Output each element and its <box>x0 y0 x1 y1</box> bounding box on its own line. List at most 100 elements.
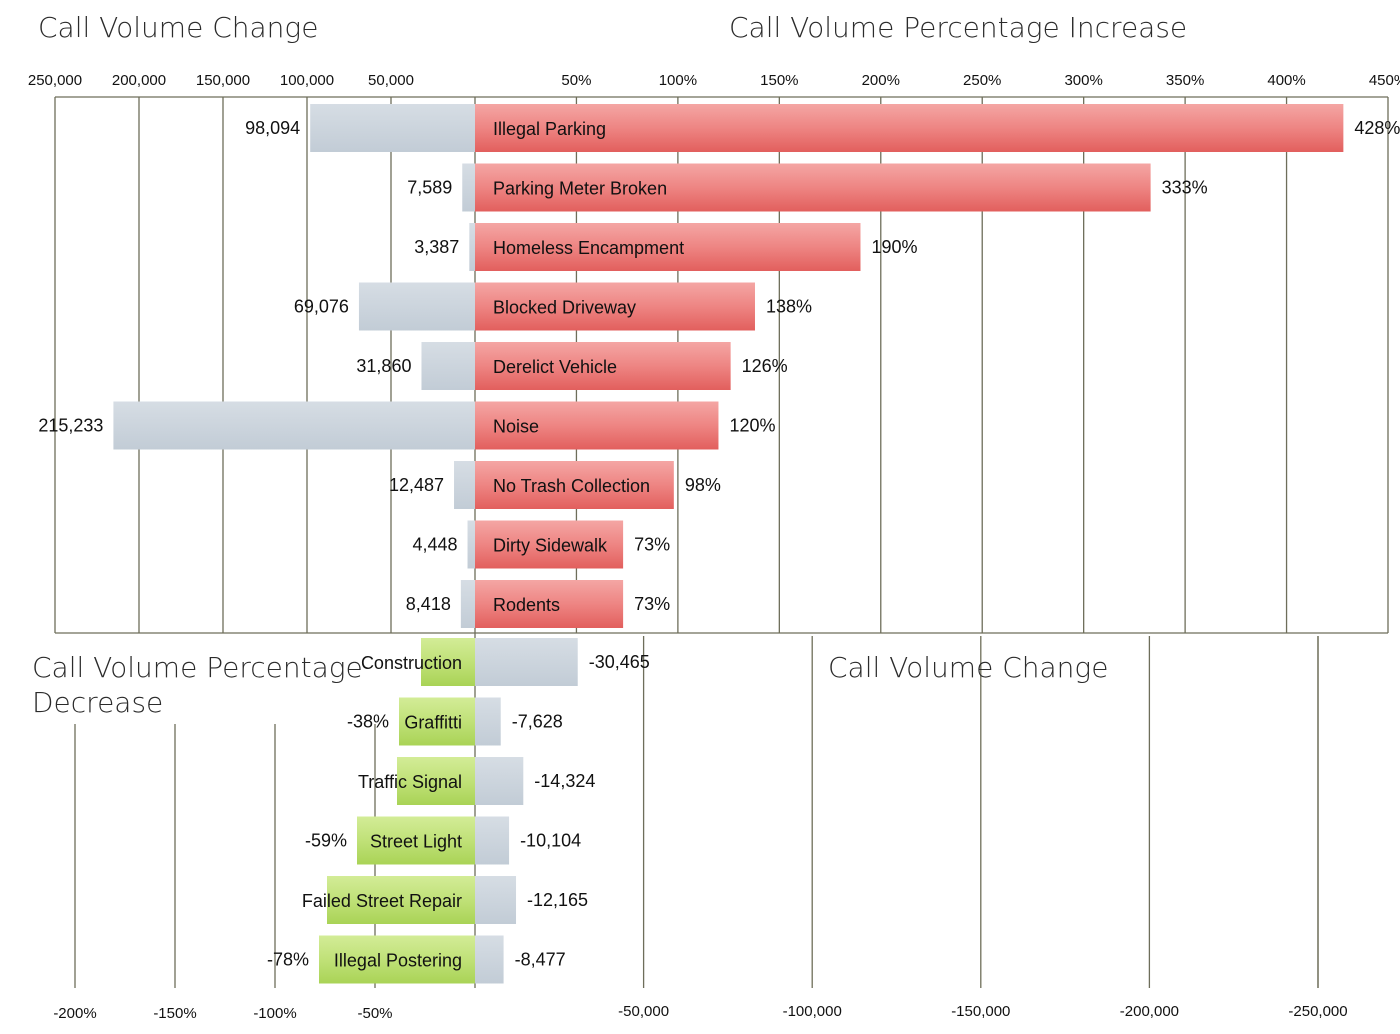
volume-label-bottom-construction: -30,465 <box>589 652 650 672</box>
volume-bar-bottom-traffic-signal <box>475 757 524 805</box>
increase-bar-rodents <box>475 580 624 628</box>
increase-bar-parking-meter-broken <box>475 163 1151 212</box>
volume-label-noise: 215,233 <box>38 416 103 436</box>
increase-label-illegal-parking: 428% <box>1354 118 1400 138</box>
volume-label-bottom-failed-street-repair: -12,165 <box>527 890 588 910</box>
tick-label: -100,000 <box>783 1003 842 1020</box>
tick-label: 150,000 <box>196 72 250 89</box>
volume-bar-rodents <box>460 580 475 628</box>
category-label-derelict-vehicle: Derelict Vehicle <box>493 357 617 377</box>
increase-bar-illegal-parking <box>475 104 1344 152</box>
volume-bar-bottom-street-light <box>475 816 510 865</box>
volume-bar-bottom-construction <box>475 638 578 686</box>
tick-label: 250% <box>963 72 1001 89</box>
volume-label-parking-meter-broken: 7,589 <box>407 178 452 198</box>
title-percentage-decrease-line2: Decrease <box>32 686 163 719</box>
category-label-homeless-encampment: Homeless Encampment <box>493 238 684 258</box>
volume-bar-bottom-failed-street-repair <box>475 876 517 924</box>
increase-bar-derelict-vehicle <box>475 342 731 390</box>
decrease-label-street-light: -59% <box>305 831 347 851</box>
tick-label: 400% <box>1267 72 1305 89</box>
decrease-bar-street-light <box>357 816 475 865</box>
decrease-bar-graffitti <box>399 697 475 746</box>
tick-label: -50% <box>357 1005 392 1022</box>
volume-label-bottom-street-light: -10,104 <box>520 831 581 851</box>
volume-label-dirty-sidewalk: 4,448 <box>412 535 457 555</box>
tick-label: 250,000 <box>28 72 82 89</box>
tick-label: 200,000 <box>112 72 166 89</box>
category-label-street-light: Street Light <box>370 832 462 852</box>
increase-bar-dirty-sidewalk <box>475 520 624 569</box>
volume-bar-bottom-illegal-postering <box>475 935 504 984</box>
decrease-bar-traffic-signal <box>397 757 475 805</box>
volume-label-derelict-vehicle: 31,860 <box>356 356 411 376</box>
volume-bar-derelict-vehicle <box>421 342 475 390</box>
tick-label: -200,000 <box>1120 1003 1179 1020</box>
volume-bar-dirty-sidewalk <box>467 520 475 569</box>
tick-label: 50% <box>561 72 591 89</box>
increase-label-rodents: 73% <box>634 594 670 614</box>
category-label-construction: Construction <box>361 653 462 673</box>
tick-label: 200% <box>862 72 900 89</box>
tick-label: -250,000 <box>1288 1003 1347 1020</box>
increase-label-noise: 120% <box>729 416 775 436</box>
volume-bar-blocked-driveway <box>358 282 475 331</box>
decrease-bar-construction <box>421 638 475 686</box>
decrease-label-graffitti: -38% <box>347 712 389 732</box>
category-label-dirty-sidewalk: Dirty Sidewalk <box>493 536 608 556</box>
increase-bar-blocked-driveway <box>475 282 755 331</box>
increase-label-derelict-vehicle: 126% <box>742 356 788 376</box>
volume-bar-parking-meter-broken <box>462 163 475 212</box>
volume-label-bottom-illegal-postering: -8,477 <box>515 950 566 970</box>
increase-label-parking-meter-broken: 333% <box>1162 178 1208 198</box>
category-label-parking-meter-broken: Parking Meter Broken <box>493 179 667 199</box>
category-label-noise: Noise <box>493 417 539 437</box>
tick-label: 150% <box>760 72 798 89</box>
category-label-no-trash-collection: No Trash Collection <box>493 476 650 496</box>
title-percentage-increase: Call Volume Percentage Increase <box>729 11 1187 44</box>
bars <box>113 104 1344 984</box>
title-percentage-decrease-line1: Call Volume Percentage <box>32 651 363 684</box>
title-volume-change-bottom: Call Volume Change <box>828 651 1108 684</box>
increase-bar-noise <box>475 401 719 450</box>
labels: 250,000 200,000 150,000 100,000 50,000 50% 100… <box>28 72 1400 1022</box>
tick-label: -150% <box>153 1005 196 1022</box>
tick-label: 300% <box>1064 72 1102 89</box>
tick-label: 50,000 <box>368 72 414 89</box>
volume-label-rodents: 8,418 <box>406 594 451 614</box>
volume-bar-no-trash-collection <box>454 461 475 509</box>
decrease-label-illegal-postering: -78% <box>267 950 309 970</box>
tick-label: 100% <box>659 72 697 89</box>
volume-bar-illegal-parking <box>310 104 475 152</box>
tick-label: -150,000 <box>951 1003 1010 1020</box>
increase-label-no-trash-collection: 98% <box>685 475 721 495</box>
volume-label-no-trash-collection: 12,487 <box>389 475 444 495</box>
tick-label: 350% <box>1166 72 1204 89</box>
category-label-traffic-signal: Traffic Signal <box>358 772 462 792</box>
volume-label-homeless-encampment: 3,387 <box>414 237 459 257</box>
category-label-rodents: Rodents <box>493 595 560 615</box>
category-label-blocked-driveway: Blocked Driveway <box>493 298 636 318</box>
category-label-illegal-parking: Illegal Parking <box>493 119 606 139</box>
increase-label-blocked-driveway: 138% <box>766 297 812 317</box>
volume-bar-homeless-encampment <box>469 223 475 271</box>
tick-label: -100% <box>253 1005 296 1022</box>
decrease-bar-illegal-postering <box>319 935 475 984</box>
increase-bar-no-trash-collection <box>475 461 674 509</box>
increase-bar-homeless-encampment <box>475 223 861 271</box>
title-volume-change-top: Call Volume Change <box>38 11 318 44</box>
increase-label-dirty-sidewalk: 73% <box>634 535 670 555</box>
volume-label-illegal-parking: 98,094 <box>245 118 300 138</box>
category-label-illegal-postering: Illegal Postering <box>334 951 462 971</box>
volume-label-bottom-graffitti: -7,628 <box>512 712 563 732</box>
increase-label-homeless-encampment: 190% <box>871 237 917 257</box>
volume-bar-bottom-graffitti <box>475 697 501 746</box>
decrease-bar-failed-street-repair <box>327 876 475 924</box>
category-label-failed-street-repair: Failed Street Repair <box>302 891 462 911</box>
tick-label: 450% <box>1369 72 1400 89</box>
tick-label: 100,000 <box>280 72 334 89</box>
volume-label-blocked-driveway: 69,076 <box>294 297 349 317</box>
volume-label-bottom-traffic-signal: -14,324 <box>534 771 595 791</box>
tick-label: -200% <box>53 1005 96 1022</box>
